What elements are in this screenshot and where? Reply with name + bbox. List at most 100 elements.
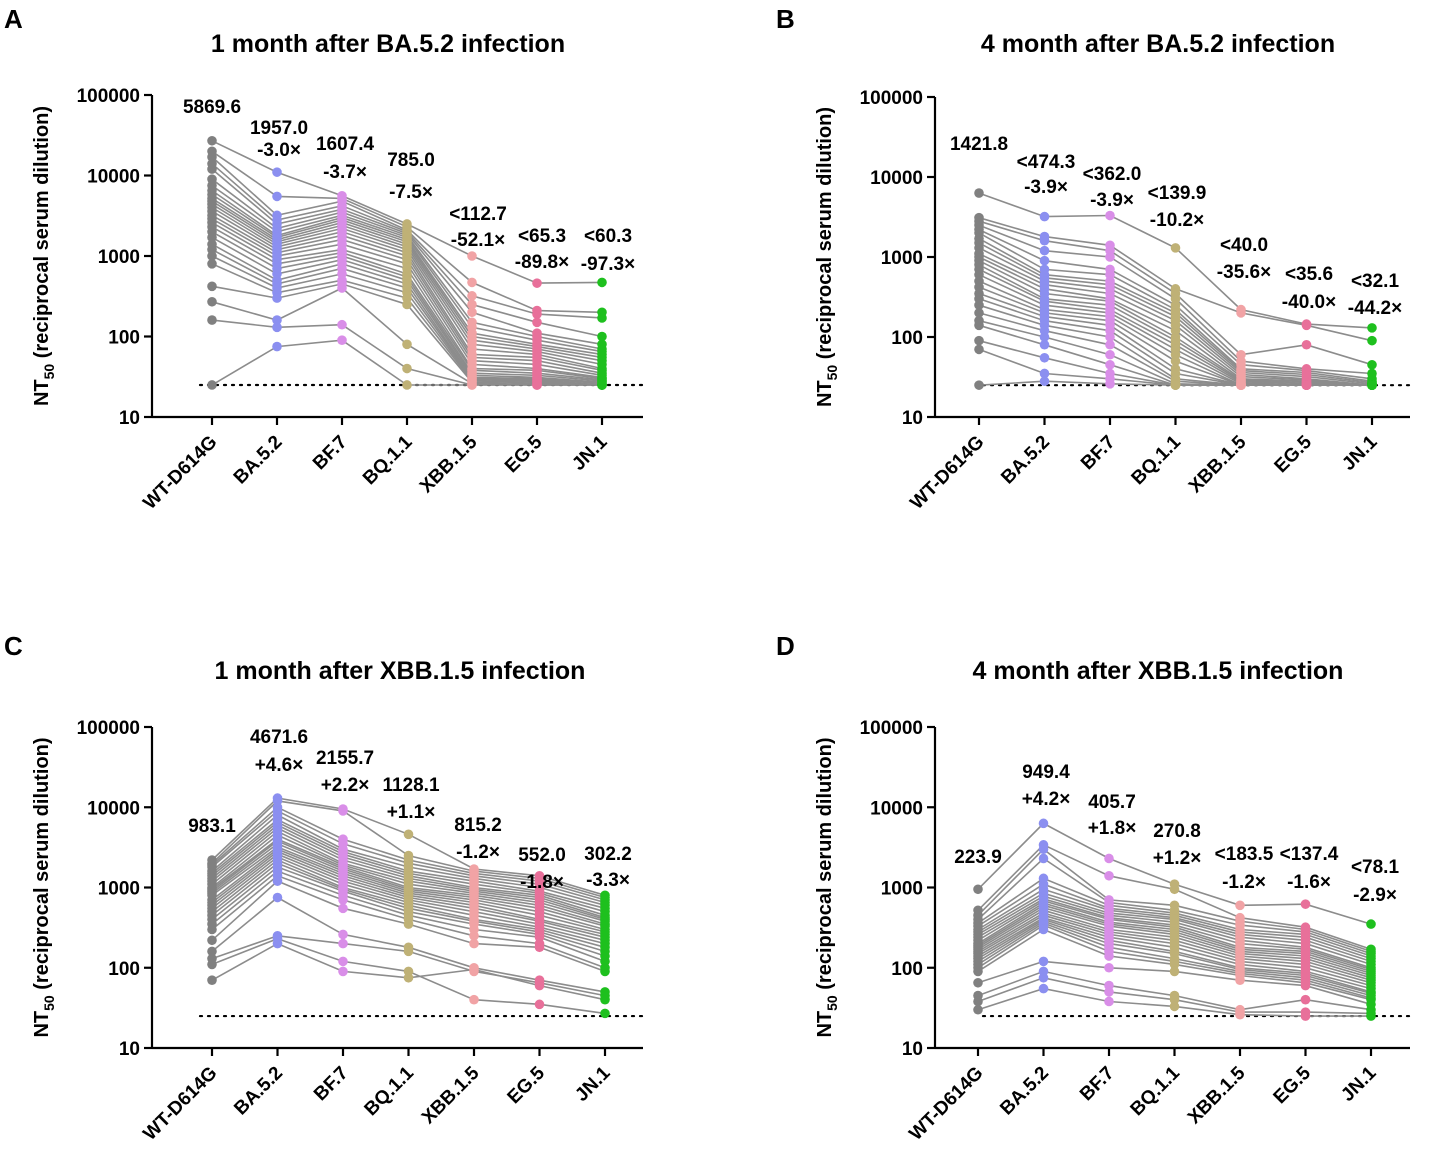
data-point <box>1038 844 1049 855</box>
fold-change-label: -1.6× <box>1287 872 1331 893</box>
data-point <box>1104 996 1114 1007</box>
data-point <box>1300 899 1311 909</box>
data-point <box>1104 987 1114 997</box>
data-point <box>973 996 983 1007</box>
data-point <box>973 884 983 895</box>
data-point <box>1039 376 1050 387</box>
data-point <box>1039 368 1050 379</box>
data-point <box>338 806 348 816</box>
gmt-label: <40.0 <box>1220 235 1268 256</box>
fold-change-label: -3.3× <box>586 870 630 891</box>
data-point <box>207 924 217 935</box>
x-tick-label: BF.7 <box>309 432 351 474</box>
data-point <box>534 942 545 953</box>
data-point <box>1039 245 1050 256</box>
data-point <box>1367 323 1377 333</box>
fold-change-label: -3.9× <box>1090 190 1134 211</box>
y-tick-label: 10 <box>902 408 923 429</box>
x-tick-label: BA.5.2 <box>997 432 1054 489</box>
gmt-label: <139.9 <box>1148 183 1207 204</box>
fold-change-label: -1.2× <box>1222 872 1266 893</box>
gmt-label: <32.1 <box>1351 271 1400 292</box>
data-point <box>272 293 282 303</box>
data-point <box>597 313 607 323</box>
gmt-label: 1607.4 <box>316 134 375 155</box>
data-point <box>1236 380 1246 390</box>
y-tick-label: 100000 <box>77 718 140 739</box>
data-point <box>1236 308 1246 318</box>
data-point <box>1169 959 1180 970</box>
x-tick-label: EG.5 <box>501 431 547 477</box>
data-point <box>207 975 217 985</box>
data-point <box>272 167 282 177</box>
x-tick-label: EG.5 <box>1271 431 1317 477</box>
data-point <box>467 251 477 261</box>
x-tick-label: XBB.1.5 <box>1185 431 1251 497</box>
y-tick-label: 1000 <box>881 248 923 269</box>
data-point <box>600 1008 610 1019</box>
data-point <box>1104 853 1114 864</box>
data-points <box>207 793 610 1019</box>
fold-change-label: -10.2× <box>1150 210 1204 231</box>
data-point <box>1105 210 1115 221</box>
y-tick-label: 1000 <box>98 247 140 268</box>
data-point <box>974 188 984 198</box>
data-point <box>337 335 347 345</box>
data-point <box>1038 818 1049 829</box>
x-tick-label: XBB.1.5 <box>416 431 482 497</box>
fold-change-label: -3.0× <box>257 140 301 161</box>
data-point <box>974 320 984 331</box>
data-point <box>1301 320 1312 331</box>
panel-title: 4 month after BA.5.2 infection <box>981 30 1335 58</box>
data-point <box>338 938 348 949</box>
gmt-label: 405.7 <box>1088 792 1136 813</box>
data-point <box>1170 380 1181 390</box>
y-tick-label: 100 <box>108 328 140 349</box>
x-tick-label: BQ.1.1 <box>1128 431 1186 489</box>
data-point <box>1038 853 1049 864</box>
data-point <box>1038 956 1049 967</box>
data-point <box>402 363 412 374</box>
y-tick-label: 10000 <box>870 798 923 819</box>
x-tick-label: BQ.1.1 <box>359 431 417 489</box>
y-tick-label: 1000 <box>881 879 923 900</box>
data-point <box>207 232 217 243</box>
gmt-label: 5869.6 <box>183 97 241 118</box>
y-axis-label-main: NT <box>814 380 836 407</box>
panel-title: 4 month after XBB.1.5 infection <box>973 657 1344 685</box>
fold-change-label: -97.3× <box>581 254 635 275</box>
fold-change-label: -1.8× <box>520 872 564 893</box>
data-point <box>1104 870 1114 881</box>
data-point <box>1105 252 1115 262</box>
data-point <box>1105 359 1115 370</box>
data-point <box>1039 235 1050 246</box>
fold-change-label: -89.8× <box>515 252 569 273</box>
data-point <box>1039 255 1050 266</box>
y-tick-label: 100 <box>108 959 140 980</box>
data-point <box>338 895 348 905</box>
panel-title: 1 month after XBB.1.5 infection <box>215 657 586 685</box>
data-point <box>338 966 348 977</box>
panel-letter: D <box>776 631 795 661</box>
y-tick-label: 100000 <box>860 718 923 739</box>
panel-c: C 1 month after XBB.1.5 infection NT50 (re… <box>4 631 645 1145</box>
data-point <box>1300 994 1311 1005</box>
data-point <box>1169 994 1180 1005</box>
panel-d: D 4 month after XBB.1.5 infection NT50 (re… <box>776 631 1412 1145</box>
data-point <box>1105 349 1115 360</box>
data-point <box>532 380 542 390</box>
fold-change-label: -44.2× <box>1348 298 1402 319</box>
data-point <box>1301 380 1312 390</box>
data-point <box>403 919 414 929</box>
gmt-label: <137.4 <box>1280 844 1339 865</box>
data-point <box>207 946 217 957</box>
data-point <box>403 972 414 983</box>
data-point <box>600 966 610 977</box>
x-tick-label: XBB.1.5 <box>1184 1062 1250 1128</box>
x-tick-label: JN.1 <box>571 1062 615 1106</box>
x-tick-label: EG.5 <box>504 1062 550 1108</box>
data-point <box>402 299 412 310</box>
data-point <box>1039 211 1050 222</box>
data-point <box>1367 335 1377 346</box>
gmt-label: 270.8 <box>1153 821 1201 842</box>
